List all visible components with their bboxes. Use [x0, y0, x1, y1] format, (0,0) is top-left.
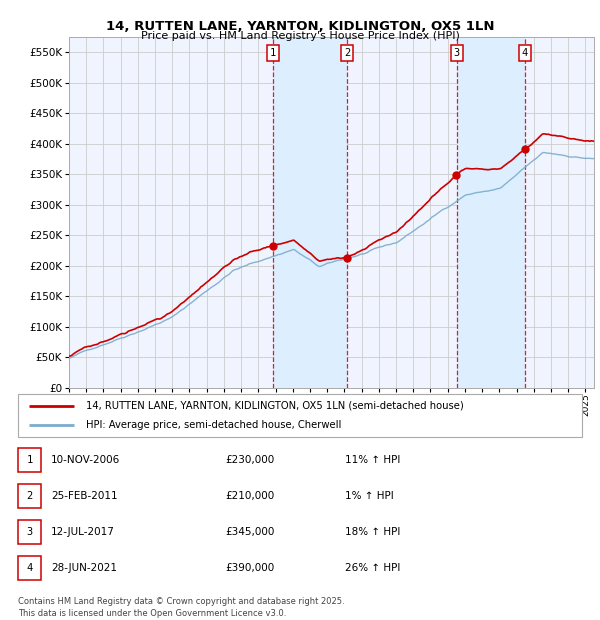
Text: 3: 3: [26, 527, 32, 537]
Text: £345,000: £345,000: [225, 527, 274, 537]
Text: 2: 2: [344, 48, 350, 58]
Text: 4: 4: [522, 48, 528, 58]
Text: HPI: Average price, semi-detached house, Cherwell: HPI: Average price, semi-detached house,…: [86, 420, 341, 430]
Text: £230,000: £230,000: [225, 455, 274, 465]
Text: £210,000: £210,000: [225, 491, 274, 501]
Text: 1: 1: [270, 48, 276, 58]
Text: 11% ↑ HPI: 11% ↑ HPI: [345, 455, 400, 465]
Text: 3: 3: [454, 48, 460, 58]
Text: 26% ↑ HPI: 26% ↑ HPI: [345, 563, 400, 573]
Text: 4: 4: [26, 563, 32, 573]
Bar: [457, 37, 525, 387]
Text: 14, RUTTEN LANE, YARNTON, KIDLINGTON, OX5 1LN (semi-detached house): 14, RUTTEN LANE, YARNTON, KIDLINGTON, OX…: [86, 401, 463, 411]
FancyBboxPatch shape: [18, 394, 582, 437]
Text: Contains HM Land Registry data © Crown copyright and database right 2025.
This d: Contains HM Land Registry data © Crown c…: [18, 596, 344, 618]
Text: 25-FEB-2011: 25-FEB-2011: [51, 491, 118, 501]
Text: 1% ↑ HPI: 1% ↑ HPI: [345, 491, 394, 501]
Text: £390,000: £390,000: [225, 563, 274, 573]
Text: 2: 2: [26, 491, 32, 501]
Text: 1: 1: [26, 455, 32, 465]
Text: 28-JUN-2021: 28-JUN-2021: [51, 563, 117, 573]
Text: 14, RUTTEN LANE, YARNTON, KIDLINGTON, OX5 1LN: 14, RUTTEN LANE, YARNTON, KIDLINGTON, OX…: [106, 20, 494, 33]
Text: Price paid vs. HM Land Registry's House Price Index (HPI): Price paid vs. HM Land Registry's House …: [140, 31, 460, 41]
Text: 18% ↑ HPI: 18% ↑ HPI: [345, 527, 400, 537]
Text: 12-JUL-2017: 12-JUL-2017: [51, 527, 115, 537]
Bar: [273, 37, 347, 387]
Text: 10-NOV-2006: 10-NOV-2006: [51, 455, 120, 465]
